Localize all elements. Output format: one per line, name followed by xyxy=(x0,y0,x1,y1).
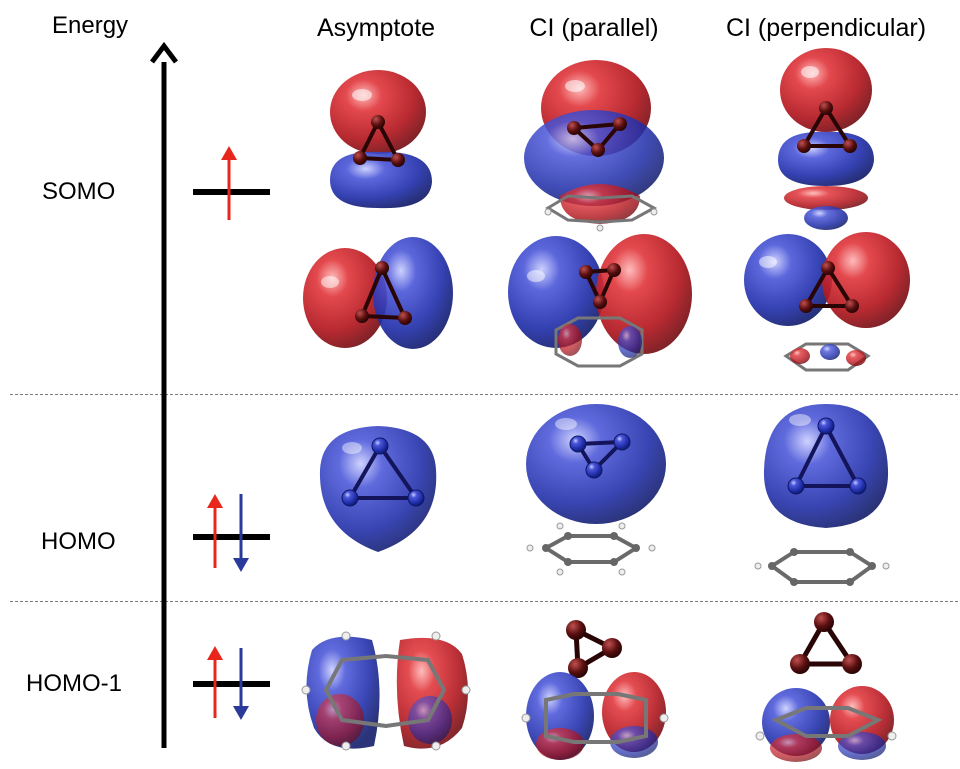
column-header-ci-perpendicular: CI (perpendicular) xyxy=(725,14,927,42)
orbital-homo-ci-parallel xyxy=(526,404,666,576)
orbital-homo-1-asymptote xyxy=(301,631,471,751)
orbital-somo-asymptote-a xyxy=(330,70,432,209)
row-divider-2 xyxy=(10,601,958,602)
row-label-homo-1: HOMO-1 xyxy=(26,670,122,697)
orbital-homo-asymptote xyxy=(319,426,437,552)
column-header-asymptote: Asymptote xyxy=(316,14,436,42)
somo-level xyxy=(193,146,270,220)
orbital-homo-1-ci-perpendicular xyxy=(755,612,897,762)
homo-level xyxy=(193,494,270,572)
homo-1-level xyxy=(193,646,270,720)
orbital-homo-1-ci-parallel xyxy=(521,620,669,760)
row-label-homo: HOMO xyxy=(41,528,116,555)
orbital-somo-ci-parallel-a xyxy=(524,60,664,232)
row-divider-1 xyxy=(10,394,958,395)
row-label-somo: SOMO xyxy=(42,178,116,205)
orbital-homo-ci-perpendicular xyxy=(754,404,890,586)
orbital-somo-ci-parallel-b xyxy=(508,234,692,368)
orbital-somo-ci-perpendicular-b xyxy=(744,232,910,372)
orbital-somo-ci-perpendicular-a xyxy=(778,48,874,230)
orbital-somo-asymptote-b xyxy=(303,237,453,349)
energy-axis-label: Energy xyxy=(52,12,129,39)
energy-axis-arrowhead xyxy=(150,41,178,64)
column-header-ci-parallel: CI (parallel) xyxy=(529,14,659,42)
